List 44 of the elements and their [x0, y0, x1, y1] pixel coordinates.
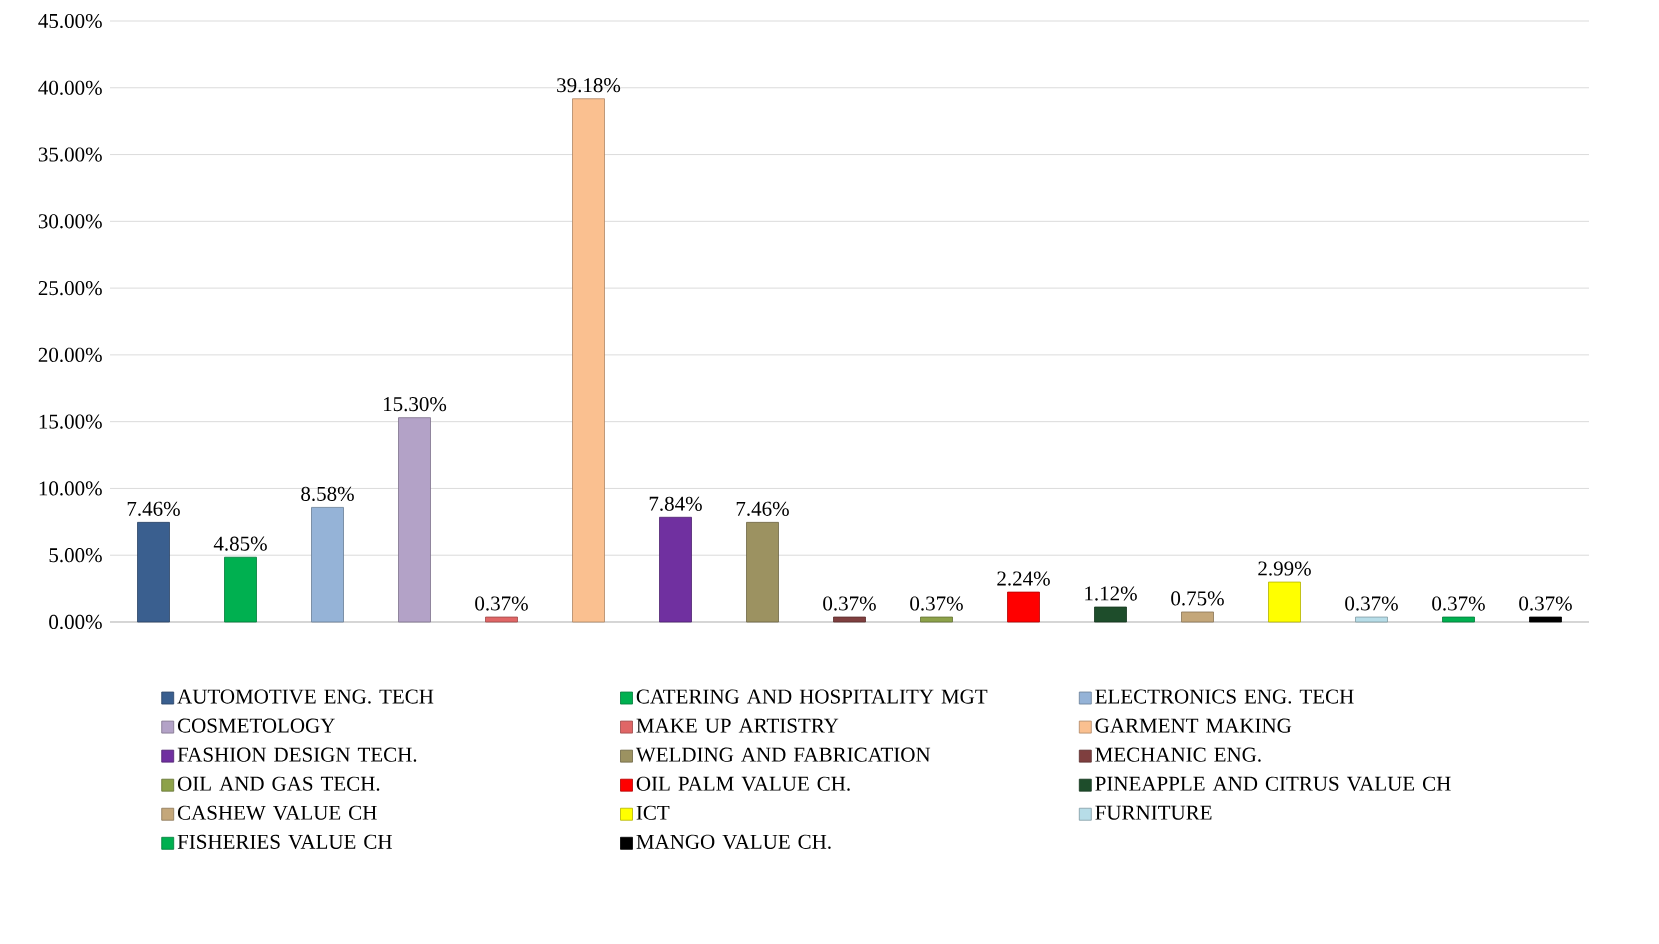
legend-label: ELECTRONICS ENG. TECH	[1095, 689, 1354, 704]
legend-label: FURNITURE	[1095, 805, 1212, 820]
data-label: 0.37%	[1345, 596, 1398, 611]
data-label: 1.12%	[1085, 586, 1137, 601]
legend-label: MAKE UP ARTISTRY	[636, 718, 839, 733]
legend-label: GARMENT MAKING	[1095, 718, 1292, 733]
data-label: 2.24%	[997, 571, 1050, 586]
legend-label: ICT	[636, 805, 670, 820]
y-tick-label: 40.00%	[38, 80, 102, 95]
data-label: 0.37%	[910, 596, 963, 611]
data-label: 0.37%	[823, 596, 876, 611]
legend-label: OIL PALM VALUE CH.	[636, 776, 850, 791]
data-label: 7.46%	[736, 501, 789, 516]
legend-label: CASHEW VALUE CH	[177, 805, 377, 820]
data-label: 0.37%	[1519, 596, 1572, 611]
data-label: 4.85%	[213, 536, 267, 551]
legend-label: PINEAPPLE AND CITRUS VALUE CH	[1095, 776, 1451, 791]
data-label: 0.37%	[475, 596, 528, 611]
legend-label: OIL AND GAS TECH.	[177, 776, 380, 791]
y-tick-label: 45.00%	[38, 13, 102, 29]
legend-label: MECHANIC ENG.	[1095, 747, 1261, 762]
y-tick-label: 20.00%	[38, 347, 102, 363]
legend-label: CATERING AND HOSPITALITY MGT	[636, 689, 988, 704]
y-tick-label: 15.00%	[39, 414, 102, 429]
data-label: 39.18%	[557, 78, 621, 93]
data-label: 0.75%	[1171, 591, 1224, 606]
y-tick-label: 10.00%	[39, 481, 102, 496]
data-label: 2.99%	[1258, 561, 1311, 576]
y-tick-label: 30.00%	[38, 214, 102, 229]
legend-label: WELDING AND FABRICATION	[635, 747, 931, 762]
data-label: 15.30%	[383, 397, 447, 412]
legend-label: FISHERIES VALUE CH	[177, 834, 392, 849]
y-tick-label: 25.00%	[38, 280, 102, 296]
data-label: 8.58%	[301, 486, 354, 501]
y-tick-label: 35.00%	[38, 147, 102, 162]
legend-label: COSMETOLOGY	[177, 718, 335, 733]
y-tick-label: 0.00%	[49, 614, 102, 630]
data-label: 7.46%	[127, 501, 180, 516]
data-label: 7.84%	[649, 496, 702, 511]
legend-label: MANGO VALUE CH.	[636, 834, 831, 849]
data-label: 0.37%	[1432, 596, 1485, 611]
legend-label: AUTOMOTIVE ENG. TECH	[177, 689, 434, 704]
y-tick-label: 5.00%	[49, 548, 102, 563]
legend-label: FASHION DESIGN TECH.	[177, 747, 417, 762]
